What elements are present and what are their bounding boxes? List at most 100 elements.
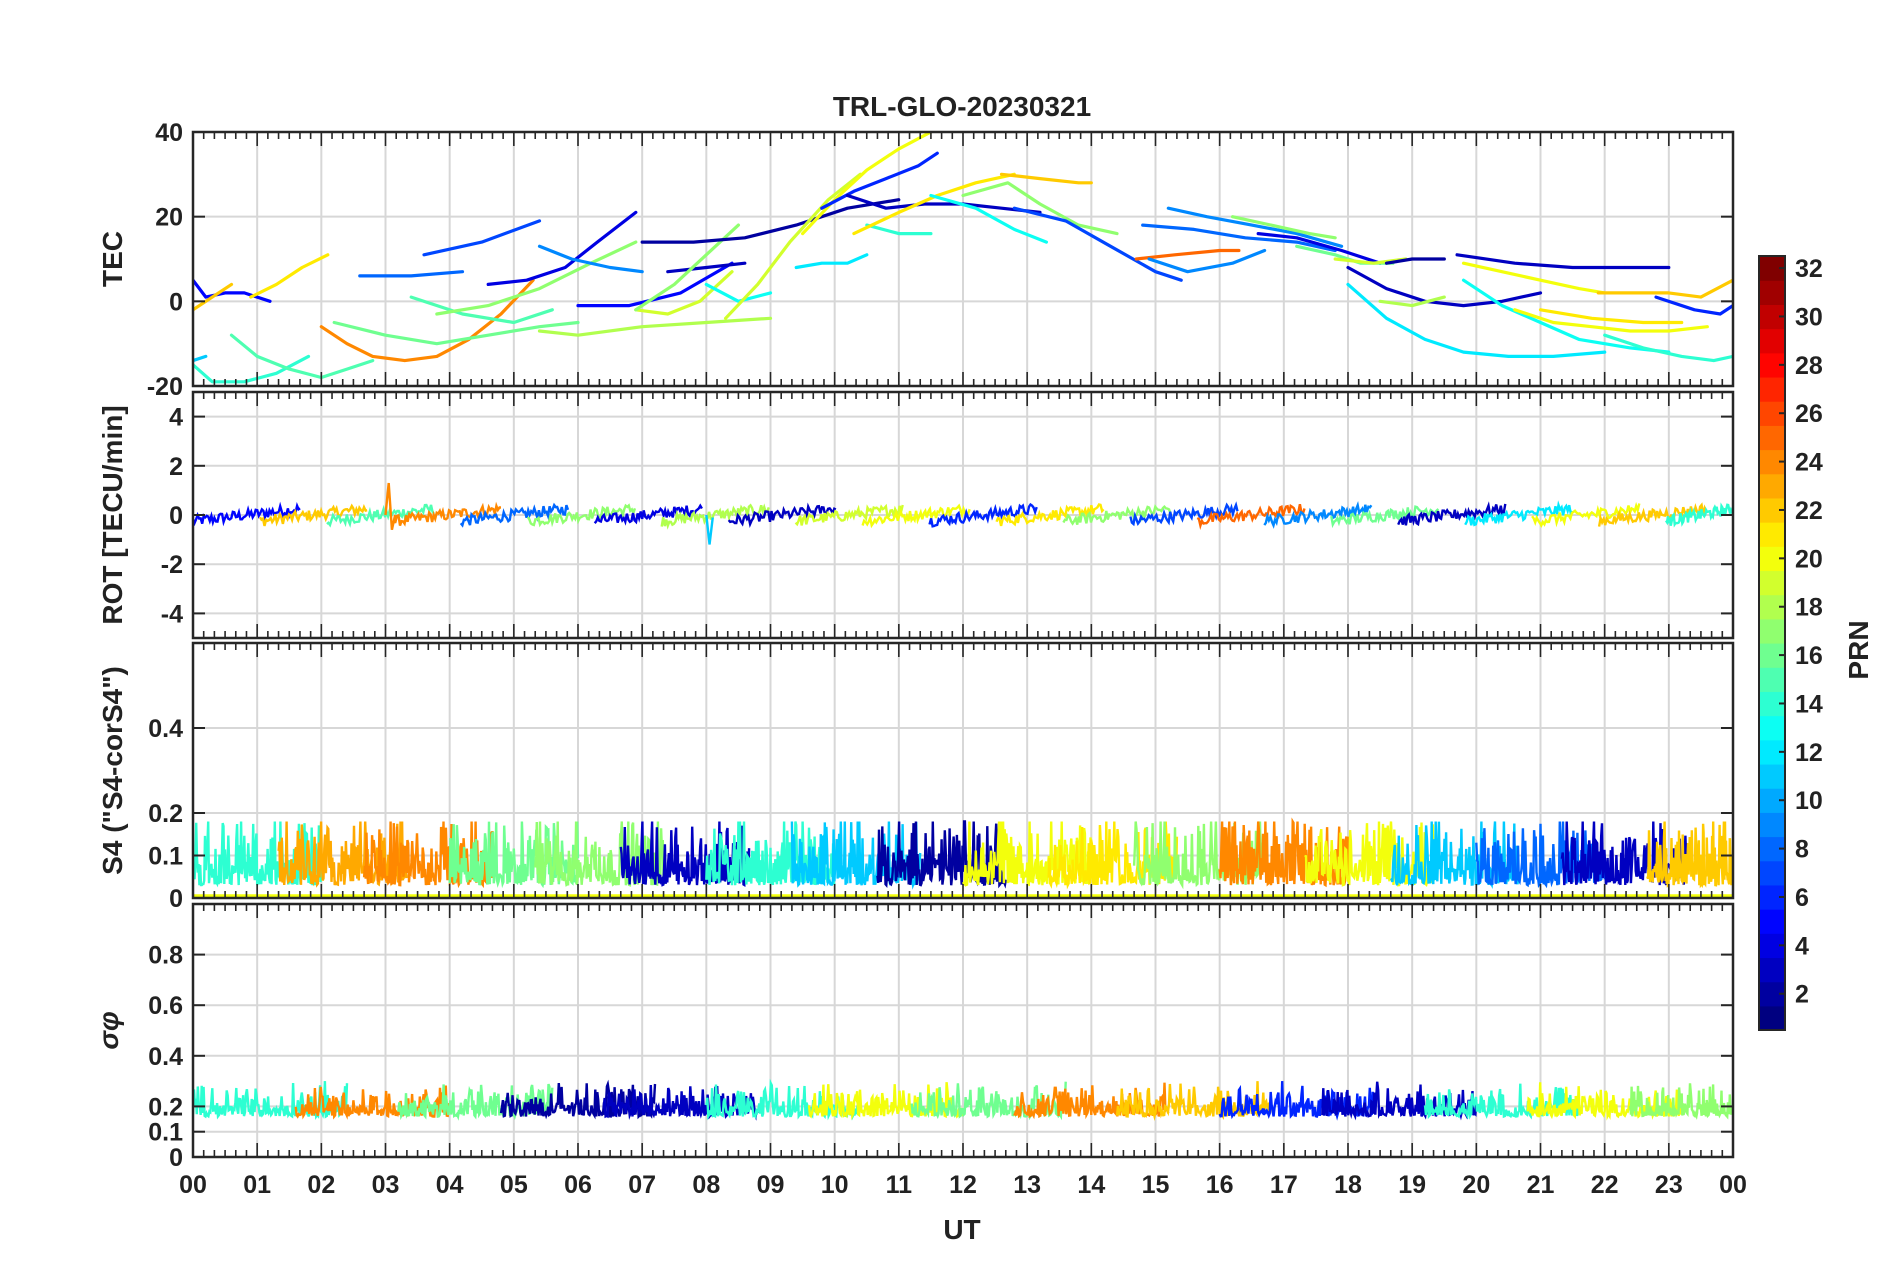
rot-spike: [384, 482, 397, 531]
panel-rot-series: [193, 482, 1733, 545]
tec-series-prn-13: [1461, 278, 1671, 354]
colorbar-swatch: [1759, 570, 1785, 596]
colorbar-tick-label: 26: [1795, 400, 1823, 428]
colorbar-tick-label: 16: [1795, 642, 1823, 670]
rot-series-prn-12: [1464, 500, 1574, 527]
x-tick-label: 01: [243, 1171, 271, 1199]
y-tick-label: 0.4: [148, 1043, 183, 1071]
tec-series-prn-11: [193, 354, 208, 363]
colorbar-tick-label: 14: [1795, 690, 1823, 718]
colorbar-swatch: [1759, 425, 1785, 451]
rot-spike: [705, 514, 714, 545]
y-axis-label-rot: ROT [TECU/min]: [97, 405, 128, 624]
colorbar-tick-label: 12: [1795, 739, 1823, 767]
colorbar-swatch: [1759, 1005, 1785, 1031]
y-tick-label: 2: [169, 453, 183, 481]
y-tick-label: 0.6: [148, 992, 183, 1020]
tec-series-prn-9: [1166, 206, 1344, 248]
x-tick-label: 14: [1077, 1171, 1105, 1199]
tec-series-prn-8: [1141, 223, 1337, 253]
colorbar-swatch: [1759, 328, 1785, 354]
s4-series-prn-20: [1304, 821, 1435, 888]
y-tick-label: 0: [169, 288, 183, 316]
tec-series-prn-8: [358, 270, 465, 278]
tec-series-prn-13: [704, 282, 773, 303]
tec-series-prn-20: [1513, 308, 1709, 333]
tec-series-prn-18: [1378, 295, 1446, 308]
colorbar-tick-label: 24: [1795, 449, 1823, 477]
rot-series-prn-17: [1062, 504, 1172, 526]
colorbar-swatch: [1759, 957, 1785, 983]
rot-series-prn-15: [326, 503, 436, 528]
tec-series-prn-7: [422, 219, 542, 257]
y-tick-label: 0.2: [148, 800, 183, 828]
tec-series-prn-13: [929, 193, 1049, 244]
colorbar-swatch: [1759, 473, 1785, 499]
rot-series-prn-16: [1330, 505, 1440, 529]
colorbar-swatch: [1759, 280, 1785, 305]
tec-series-prn-9: [1147, 248, 1267, 274]
y-tick-label: 20: [155, 204, 183, 232]
colorbar-tick-label: 6: [1795, 884, 1809, 912]
x-tick-label: 03: [372, 1171, 400, 1199]
x-tick-label: 21: [1527, 1171, 1555, 1199]
rot-series-prn-22: [1597, 502, 1708, 527]
colorbar-swatch: [1759, 812, 1785, 838]
x-tick-label: 04: [436, 1171, 464, 1199]
x-tick-label: 08: [692, 1171, 720, 1199]
tec-series-prn-3: [845, 193, 1042, 214]
rot-series-prn-14: [1664, 502, 1733, 528]
x-axis-label: UT: [943, 1214, 980, 1245]
rot-series-prn-24: [393, 501, 501, 527]
tec-series-prn-17: [435, 240, 638, 316]
x-tick-label: 09: [757, 1171, 785, 1199]
tec-series-prn-3: [666, 261, 747, 274]
y-tick-label: -20: [147, 373, 183, 401]
y-tick-label: -4: [161, 600, 183, 628]
tec-series-prn-20: [1461, 261, 1607, 295]
x-tick-label: 11: [886, 1171, 913, 1199]
s4-series-prn-3: [619, 821, 751, 888]
x-tick-label: 20: [1462, 1171, 1490, 1199]
colorbar-tick-label: 28: [1795, 352, 1823, 380]
rot-series-prn-19: [794, 503, 904, 527]
tec-series-prn-17: [961, 181, 1119, 236]
tec-series-prn-19: [723, 172, 862, 320]
tec-series-prn-22: [193, 282, 234, 312]
sigma_phi-series-prn-14: [193, 1081, 349, 1120]
rot-series-prn-20: [861, 503, 971, 529]
colorbar-label: PRN: [1843, 620, 1874, 679]
x-tick-label: 07: [628, 1171, 656, 1199]
rot-series-prn-5: [193, 501, 301, 527]
x-tick-label: 00: [179, 1171, 207, 1199]
sigma_phi-series-prn-16: [397, 1083, 554, 1121]
x-tick-label: 06: [564, 1171, 592, 1199]
rot-series-prn-18: [660, 503, 770, 530]
tec-series-prn-9: [537, 244, 644, 274]
tec-series-prn-3: [1346, 265, 1543, 308]
rot-series-prn-25: [1196, 503, 1306, 530]
y-tick-label: 0: [169, 1144, 183, 1172]
s4-series-prn-11: [790, 821, 922, 890]
x-tick-label: 10: [821, 1171, 849, 1199]
colorbar-tick-label: 20: [1795, 545, 1823, 573]
tec-series-prn-20: [800, 132, 933, 236]
y-tick-label: 0.8: [148, 942, 183, 970]
tec-series-prn-21: [249, 253, 330, 299]
tec-series-prn-22: [999, 172, 1093, 185]
x-tick-label: 16: [1206, 1171, 1234, 1199]
x-tick-label: 00: [1719, 1171, 1747, 1199]
y-tick-label: 0.4: [148, 715, 183, 743]
tec-series-prn-6: [1654, 295, 1733, 316]
x-tick-label: 02: [307, 1171, 335, 1199]
tec-series-prn-12: [794, 253, 869, 270]
tec-series-prn-12: [1346, 282, 1607, 358]
tec-series-prn-19: [634, 270, 734, 316]
tec-series-prn-4: [486, 210, 638, 286]
tec-series-prn-5: [576, 261, 734, 308]
colorbar-tick-label: 32: [1795, 255, 1823, 283]
y-axis-label-sigma_phi: σφ: [93, 1011, 124, 1049]
s4-series-prn-22: [1646, 821, 1733, 889]
tec-series-prn-2: [1384, 257, 1446, 265]
